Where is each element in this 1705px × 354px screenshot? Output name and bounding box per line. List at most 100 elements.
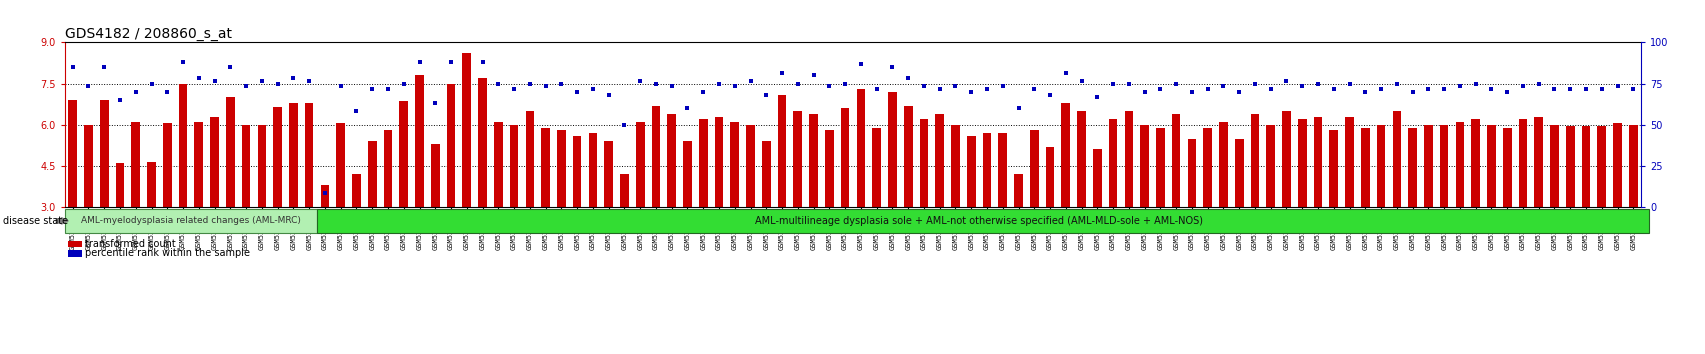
Bar bbox=[1533, 116, 1541, 207]
Text: GDS4182 / 208860_s_at: GDS4182 / 208860_s_at bbox=[65, 28, 232, 41]
Point bbox=[153, 89, 181, 95]
Point bbox=[1272, 78, 1299, 84]
Point bbox=[1304, 81, 1332, 86]
Point bbox=[1446, 84, 1473, 89]
Point bbox=[532, 84, 559, 89]
Point bbox=[1555, 86, 1582, 92]
Point bbox=[689, 89, 716, 95]
Bar bbox=[982, 133, 991, 207]
Bar bbox=[1407, 127, 1417, 207]
Bar bbox=[1502, 127, 1511, 207]
Bar bbox=[477, 78, 486, 207]
Point bbox=[1618, 86, 1645, 92]
Bar bbox=[462, 53, 471, 207]
Bar bbox=[745, 125, 754, 207]
Point bbox=[90, 64, 118, 70]
Point bbox=[1130, 89, 1158, 95]
Bar bbox=[242, 125, 251, 207]
Bar bbox=[682, 141, 692, 207]
Bar bbox=[1202, 127, 1211, 207]
Point bbox=[484, 81, 512, 86]
Point bbox=[1398, 89, 1425, 95]
Point bbox=[280, 75, 307, 81]
Bar bbox=[1313, 116, 1321, 207]
Bar bbox=[1596, 126, 1604, 207]
Point bbox=[1004, 105, 1032, 111]
Bar bbox=[1345, 116, 1354, 207]
Point bbox=[1020, 86, 1047, 92]
Point bbox=[893, 75, 921, 81]
Bar bbox=[951, 125, 960, 207]
Point bbox=[1587, 86, 1615, 92]
Bar bbox=[1328, 130, 1337, 207]
Bar bbox=[888, 92, 897, 207]
Point bbox=[1383, 81, 1410, 86]
Bar bbox=[777, 95, 786, 207]
Point bbox=[1067, 78, 1095, 84]
Point bbox=[373, 86, 401, 92]
Point bbox=[327, 84, 355, 89]
Point bbox=[60, 64, 87, 70]
Point bbox=[1603, 84, 1630, 89]
Bar bbox=[1298, 119, 1306, 207]
Point bbox=[1350, 89, 1378, 95]
Bar bbox=[667, 114, 675, 207]
Point bbox=[454, 34, 481, 40]
Point bbox=[1461, 81, 1488, 86]
Bar bbox=[588, 133, 597, 207]
Point bbox=[1146, 86, 1173, 92]
Bar bbox=[210, 116, 218, 207]
Bar bbox=[351, 174, 360, 207]
Point bbox=[264, 81, 292, 86]
Text: AML-myelodysplasia related changes (AML-MRC): AML-myelodysplasia related changes (AML-… bbox=[80, 216, 300, 225]
Point bbox=[1477, 86, 1504, 92]
Bar bbox=[273, 107, 281, 207]
Bar bbox=[1076, 111, 1086, 207]
Point bbox=[878, 64, 905, 70]
Bar bbox=[101, 100, 109, 207]
Bar bbox=[431, 144, 440, 207]
Point bbox=[815, 84, 842, 89]
Point bbox=[547, 81, 575, 86]
Bar bbox=[1550, 125, 1558, 207]
Point bbox=[643, 81, 670, 86]
Bar bbox=[1234, 138, 1243, 207]
Bar bbox=[1628, 125, 1637, 207]
Point bbox=[784, 81, 812, 86]
Bar bbox=[573, 136, 581, 207]
Point bbox=[138, 81, 165, 86]
Bar bbox=[305, 103, 314, 207]
Point bbox=[390, 81, 418, 86]
Point bbox=[249, 78, 276, 84]
Bar bbox=[257, 125, 266, 207]
Point bbox=[1572, 86, 1599, 92]
Bar bbox=[68, 100, 77, 207]
Bar bbox=[1424, 125, 1432, 207]
Bar bbox=[871, 127, 880, 207]
Bar bbox=[164, 124, 172, 207]
Bar bbox=[636, 122, 644, 207]
Point bbox=[974, 86, 1001, 92]
Bar bbox=[1439, 125, 1448, 207]
Point bbox=[1161, 81, 1188, 86]
Bar bbox=[317, 209, 1649, 233]
Bar bbox=[540, 127, 549, 207]
Bar bbox=[1265, 125, 1274, 207]
Bar bbox=[525, 111, 534, 207]
Point bbox=[752, 92, 779, 97]
Point bbox=[436, 59, 464, 64]
Bar bbox=[1581, 126, 1589, 207]
Point bbox=[767, 70, 795, 75]
Point bbox=[800, 73, 827, 78]
Text: AML-multilineage dysplasia sole + AML-not otherwise specified (AML-MLD-sole + AM: AML-multilineage dysplasia sole + AML-no… bbox=[755, 216, 1202, 226]
Bar bbox=[1156, 127, 1165, 207]
Point bbox=[310, 190, 338, 196]
Point bbox=[737, 78, 764, 84]
Bar bbox=[399, 102, 407, 207]
Bar bbox=[558, 130, 566, 207]
Point bbox=[469, 59, 496, 64]
Bar bbox=[1187, 138, 1195, 207]
Bar bbox=[321, 185, 329, 207]
Point bbox=[704, 81, 731, 86]
Point bbox=[658, 84, 685, 89]
